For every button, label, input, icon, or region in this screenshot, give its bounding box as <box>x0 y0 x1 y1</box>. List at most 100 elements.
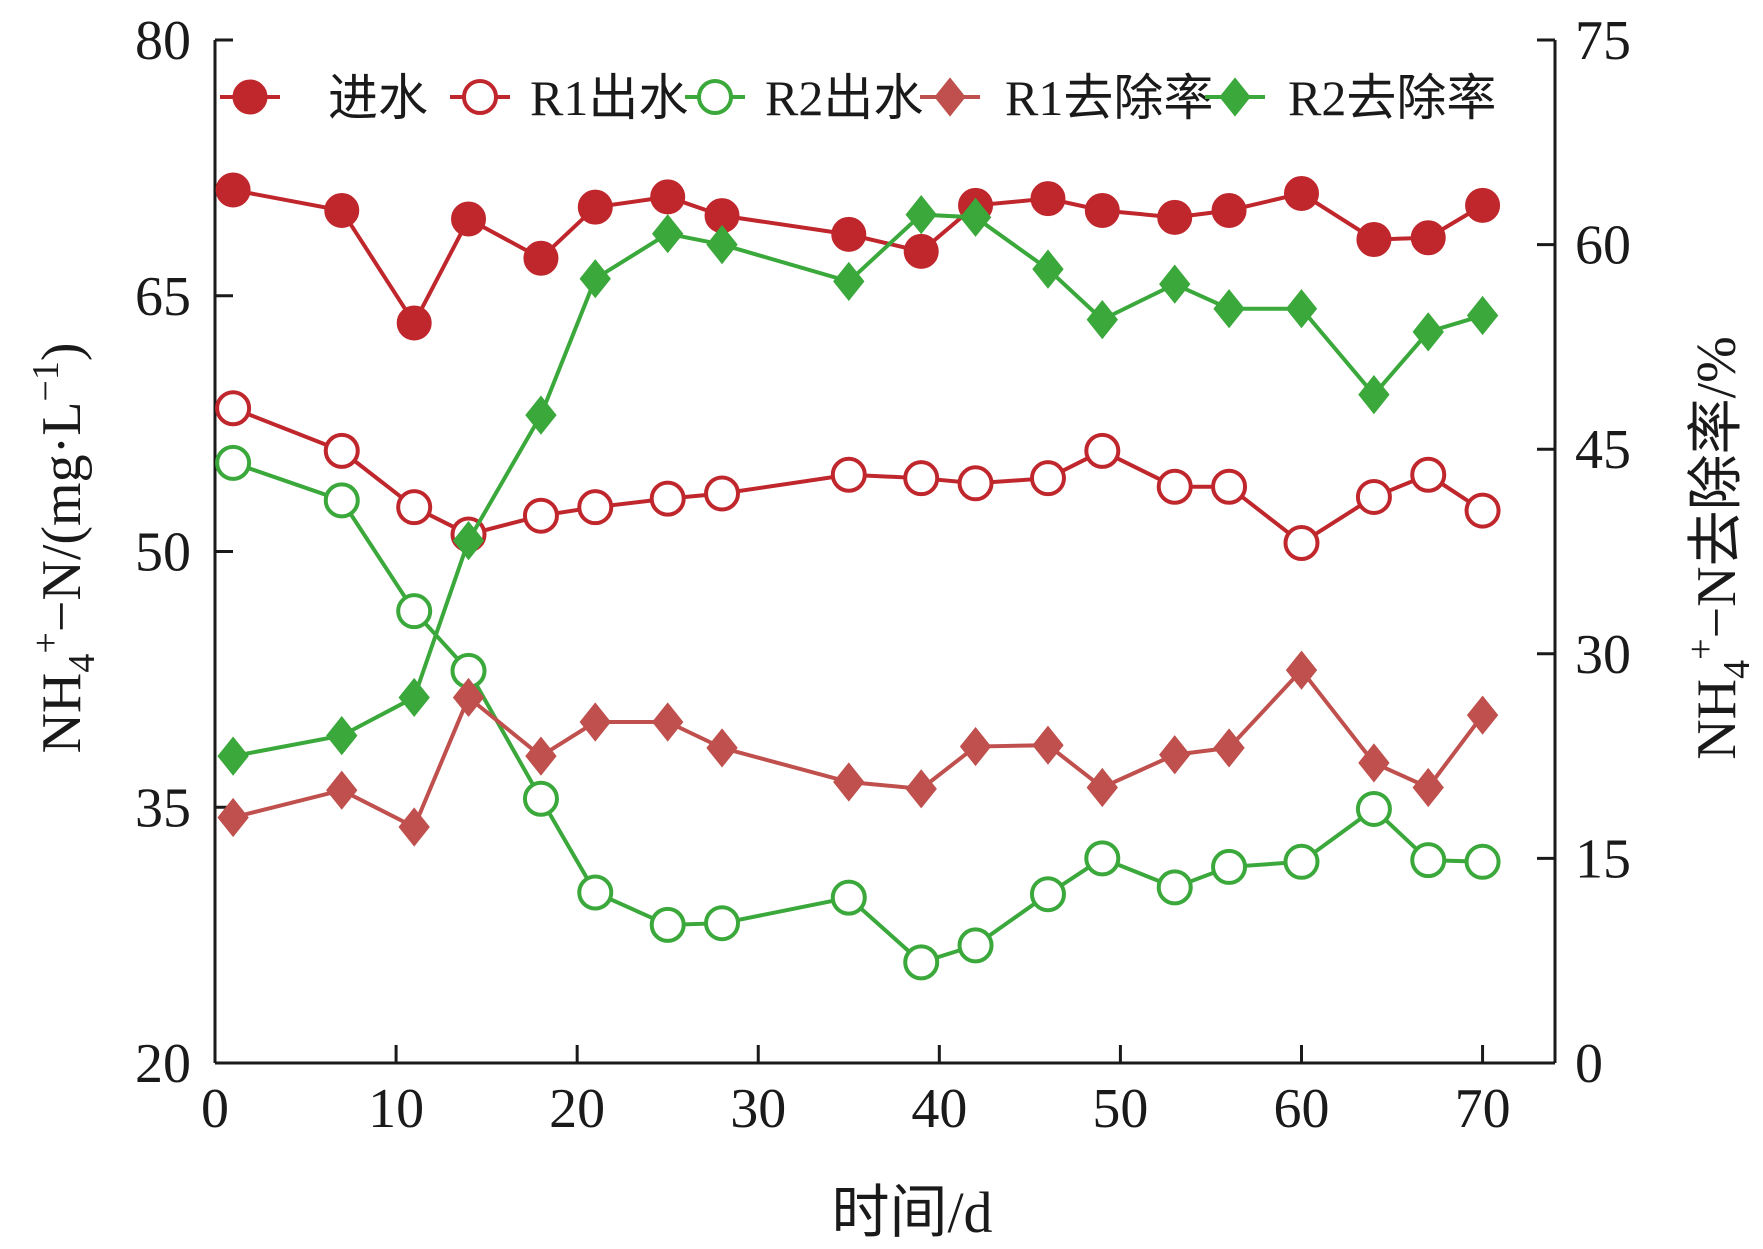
series-1 <box>215 172 1501 341</box>
legend-item-1: 进水 <box>220 70 428 126</box>
y-left-tick-label: 35 <box>135 777 191 839</box>
data-point <box>704 475 741 512</box>
data-point <box>903 233 939 269</box>
data-point <box>1355 790 1392 827</box>
legend-marker <box>462 79 498 115</box>
data-point <box>522 780 559 817</box>
data-point <box>1355 478 1392 515</box>
data-point <box>1084 193 1120 228</box>
data-point <box>706 728 738 768</box>
y-left-tick-label: 20 <box>135 1033 191 1095</box>
data-point <box>1464 843 1501 880</box>
data-point <box>959 726 992 767</box>
data-point <box>398 807 430 847</box>
series-5 <box>217 194 1499 776</box>
data-point <box>396 489 433 526</box>
data-point <box>324 193 360 228</box>
data-point <box>323 482 360 519</box>
y-left-tick-label: 80 <box>135 10 191 72</box>
data-point <box>217 797 249 838</box>
data-point <box>577 874 614 911</box>
data-point <box>1211 848 1248 885</box>
y-left-axis-title: NH4+−N/(mg·L−1) <box>25 342 103 753</box>
axis-title-part: ) <box>31 342 93 361</box>
legend-marker <box>1219 77 1251 117</box>
data-point <box>522 497 559 534</box>
data-point <box>1032 249 1064 289</box>
data-point <box>1283 524 1320 561</box>
data-point <box>452 520 485 561</box>
data-point <box>1285 289 1318 329</box>
y-left-tick-label: 50 <box>135 522 191 584</box>
data-point <box>649 906 686 943</box>
data-point <box>525 736 557 776</box>
series-3 <box>215 444 1501 981</box>
data-point <box>650 179 686 215</box>
series-4 <box>217 650 1499 847</box>
axis-title-part: 4 <box>61 654 103 673</box>
data-point <box>1029 460 1066 497</box>
data-point <box>830 879 867 916</box>
data-point <box>1412 312 1444 352</box>
legend-marker <box>232 79 268 115</box>
data-point <box>1465 187 1501 223</box>
y-right-tick-label: 75 <box>1575 10 1631 72</box>
legend-label: R2去除率 <box>1288 70 1496 126</box>
data-point <box>903 460 940 497</box>
data-point <box>652 702 684 742</box>
legend: 进水 R1出水 R2出水 R1去除率 R2去除率 <box>220 70 1496 126</box>
data-point <box>1211 468 1248 505</box>
data-point <box>579 702 611 742</box>
axis-title-part: −N去除率/% <box>1686 336 1748 638</box>
data-point <box>1156 468 1193 505</box>
x-tick-label: 30 <box>730 1078 786 1140</box>
series-layer <box>215 172 1501 981</box>
data-point <box>1084 432 1121 469</box>
data-point <box>1157 199 1193 235</box>
data-point <box>1029 876 1066 913</box>
x-tick-label: 70 <box>1455 1078 1511 1140</box>
series-2 <box>215 390 1501 561</box>
data-point <box>1086 300 1118 340</box>
data-point <box>1356 221 1392 257</box>
data-point <box>905 194 937 235</box>
data-point <box>1211 193 1247 228</box>
x-tick-label: 0 <box>201 1078 229 1140</box>
data-point <box>215 390 252 427</box>
data-point <box>1213 728 1245 768</box>
data-point <box>579 259 611 299</box>
data-point <box>830 456 867 493</box>
legend-label: R1出水 <box>530 70 688 126</box>
y-right-axis-title: NH4+−N去除率/% <box>1680 336 1758 760</box>
data-point <box>649 480 686 517</box>
axis-title-part: NH <box>1686 679 1748 760</box>
axis-title-part: 4 <box>1716 660 1758 679</box>
legend-label: 进水 <box>328 70 428 126</box>
data-point <box>577 189 613 225</box>
data-point <box>452 677 485 718</box>
axes-layer: 0 10 20 30 40 50 60 70 20 35 50 65 80 0 15 30 45 60 75 <box>135 10 1631 1140</box>
data-point <box>398 677 430 718</box>
data-point <box>451 201 487 237</box>
data-point <box>1285 650 1318 690</box>
data-point <box>1283 175 1319 211</box>
data-point <box>396 305 432 341</box>
data-point <box>523 240 559 276</box>
data-point <box>1466 295 1499 336</box>
data-point <box>577 489 614 526</box>
data-point <box>905 769 937 809</box>
axis-titles: 时间/d NH4+−N/(mg·L−1) NH4+−N去除率/% <box>25 336 1758 1245</box>
data-point <box>1030 181 1066 217</box>
x-axis-title: 时间/d <box>831 1180 992 1245</box>
x-tick-label: 10 <box>368 1078 424 1140</box>
axis-title-part: + <box>1680 638 1722 659</box>
data-point <box>1464 492 1501 529</box>
legend-label: R1去除率 <box>1005 70 1213 126</box>
data-point <box>215 444 252 481</box>
data-point <box>1466 695 1499 735</box>
data-point <box>1084 840 1121 877</box>
legend-marker <box>934 77 966 117</box>
data-point <box>396 593 433 630</box>
